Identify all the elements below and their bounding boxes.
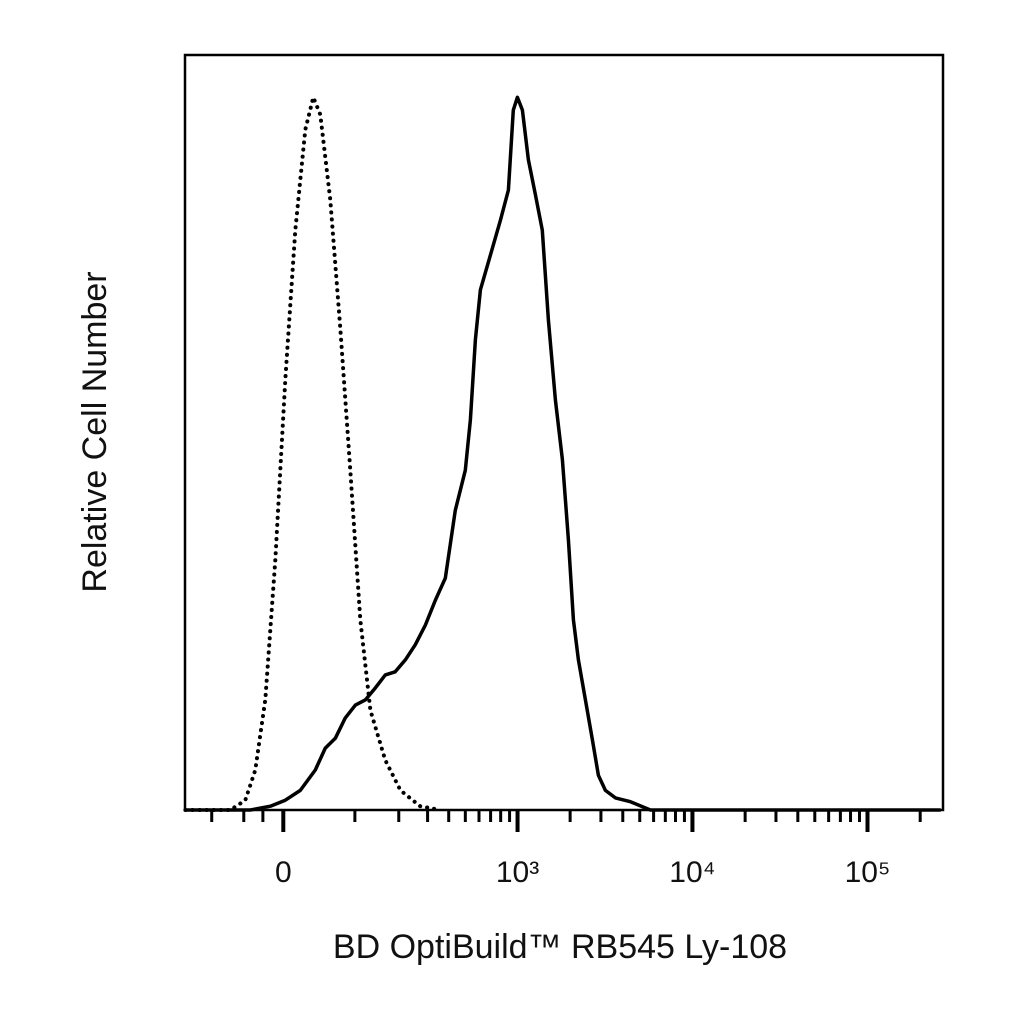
y-axis-label: Relative Cell Number (76, 271, 114, 592)
x-tick-label: 10³ (496, 856, 539, 889)
x-tick-label: 0 (275, 856, 292, 889)
histogram-line (185, 95, 941, 812)
x-tick-label: 10⁴ (669, 856, 715, 889)
plot-frame (183, 53, 945, 812)
x-tick-label: 10⁵ (845, 856, 891, 889)
x-axis-label: BD OptiBuild™ RB545 Ly-108 (333, 928, 787, 966)
histogram-line (183, 95, 443, 812)
